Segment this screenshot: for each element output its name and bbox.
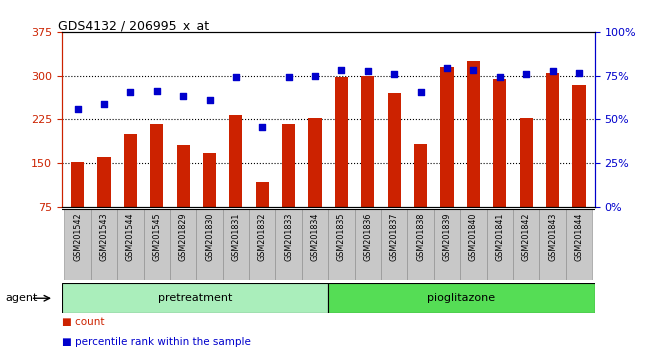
Text: GSM201545: GSM201545 [152, 212, 161, 261]
Bar [98, 158, 111, 251]
Point [389, 72, 399, 77]
Text: GSM201834: GSM201834 [311, 212, 320, 261]
Bar [223, 209, 249, 280]
Bar [335, 78, 348, 251]
Bar [513, 209, 540, 280]
Bar [328, 283, 595, 313]
Bar [117, 209, 144, 280]
Text: GSM201844: GSM201844 [575, 212, 584, 261]
Bar [328, 209, 355, 280]
Point [72, 106, 83, 112]
Bar [414, 144, 427, 251]
Bar [144, 209, 170, 280]
Text: GSM201843: GSM201843 [548, 212, 557, 261]
Text: GSM201544: GSM201544 [126, 212, 135, 261]
Point [415, 89, 426, 95]
Text: pioglitazone: pioglitazone [428, 293, 495, 303]
Point [257, 124, 268, 130]
Text: GSM201543: GSM201543 [99, 212, 109, 261]
Point [336, 67, 346, 73]
Text: GSM201835: GSM201835 [337, 212, 346, 261]
Text: GDS4132 / 206995_x_at: GDS4132 / 206995_x_at [58, 19, 209, 33]
Bar [572, 85, 586, 251]
Bar [519, 118, 533, 251]
Text: ■ percentile rank within the sample: ■ percentile rank within the sample [62, 337, 251, 347]
Text: GSM201838: GSM201838 [416, 212, 425, 261]
Bar [460, 209, 487, 280]
Bar [309, 118, 322, 251]
Bar [276, 209, 302, 280]
Text: pretreatment: pretreatment [158, 293, 232, 303]
Bar [566, 209, 592, 280]
Text: GSM201842: GSM201842 [522, 212, 530, 261]
Bar [150, 124, 163, 251]
Point [363, 68, 373, 74]
Bar [361, 76, 374, 251]
Point [468, 68, 478, 73]
Point [574, 70, 584, 76]
Text: ■ count: ■ count [62, 318, 104, 327]
Bar [302, 209, 328, 280]
Bar [196, 209, 223, 280]
Bar [71, 161, 84, 251]
Bar [408, 209, 434, 280]
Bar [434, 209, 460, 280]
Text: GSM201837: GSM201837 [390, 212, 398, 261]
Point [125, 89, 136, 95]
Point [231, 74, 241, 80]
Bar [124, 134, 137, 251]
Text: GSM201830: GSM201830 [205, 212, 214, 261]
Point [283, 74, 294, 80]
Point [521, 72, 531, 77]
Point [99, 101, 109, 107]
Point [547, 68, 558, 74]
Text: GSM201831: GSM201831 [231, 212, 240, 261]
Bar [381, 209, 408, 280]
Bar [62, 283, 328, 313]
Point [310, 73, 320, 79]
Bar [177, 144, 190, 251]
Text: GSM201839: GSM201839 [443, 212, 452, 261]
Point [204, 97, 214, 102]
Point [178, 93, 188, 99]
Bar [493, 79, 506, 251]
Bar [229, 115, 242, 251]
Point [442, 65, 452, 71]
Bar [441, 67, 454, 251]
Text: GSM201836: GSM201836 [363, 212, 372, 261]
Bar [249, 209, 276, 280]
Bar [282, 124, 295, 251]
Bar [467, 61, 480, 251]
Bar [487, 209, 513, 280]
Text: GSM201542: GSM201542 [73, 212, 82, 261]
Point [495, 75, 505, 80]
Text: agent: agent [5, 293, 38, 303]
Bar [203, 153, 216, 251]
Bar [170, 209, 196, 280]
Text: GSM201829: GSM201829 [179, 212, 188, 261]
Bar [355, 209, 381, 280]
Text: GSM201840: GSM201840 [469, 212, 478, 261]
Bar [64, 209, 91, 280]
Text: GSM201833: GSM201833 [284, 212, 293, 261]
Text: GSM201832: GSM201832 [258, 212, 266, 261]
Point [151, 88, 162, 94]
Text: GSM201841: GSM201841 [495, 212, 504, 261]
Bar [255, 182, 269, 251]
Bar [546, 73, 559, 251]
Bar [540, 209, 566, 280]
Bar [387, 93, 401, 251]
Bar [91, 209, 117, 280]
